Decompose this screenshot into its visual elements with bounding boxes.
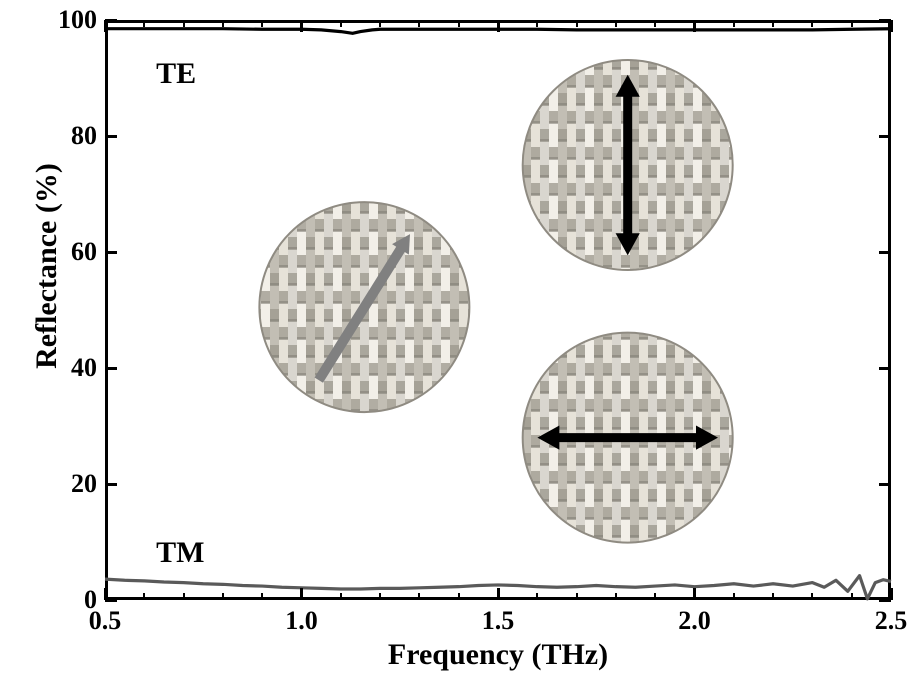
x-tick-minor	[222, 593, 224, 600]
x-tick-minor	[379, 593, 381, 600]
x-tick-minor	[733, 593, 735, 600]
inset-horizontal	[523, 333, 733, 543]
x-tick-minor-top	[340, 20, 342, 27]
y-tick-label: 80	[45, 121, 97, 151]
x-tick-label: 2.5	[869, 606, 913, 636]
inset-vertical	[523, 60, 733, 270]
y-tick-major	[105, 367, 117, 370]
x-tick-major-top	[693, 20, 696, 32]
series-label-TE: TE	[156, 57, 196, 91]
x-tick-major-top	[300, 20, 303, 32]
x-tick-minor	[654, 593, 656, 600]
x-tick-minor	[536, 593, 538, 600]
x-tick-minor	[261, 593, 263, 600]
y-tick-major-right	[879, 483, 891, 486]
x-tick-minor-top	[576, 20, 578, 27]
x-tick-major	[693, 588, 696, 600]
x-tick-minor-top	[811, 20, 813, 27]
y-tick-major-right	[879, 599, 891, 602]
y-tick-major	[105, 599, 117, 602]
x-tick-minor-top	[183, 20, 185, 27]
y-tick-major	[105, 19, 117, 22]
x-tick-minor-top	[418, 20, 420, 27]
x-tick-minor-top	[851, 20, 853, 27]
x-tick-minor	[143, 593, 145, 600]
x-tick-minor	[811, 593, 813, 600]
x-tick-minor	[576, 593, 578, 600]
x-tick-minor-top	[143, 20, 145, 27]
x-tick-major-top	[104, 20, 107, 32]
x-tick-minor	[772, 593, 774, 600]
x-tick-minor	[418, 593, 420, 600]
y-tick-major-right	[879, 19, 891, 22]
y-tick-label: 100	[45, 5, 97, 35]
x-tick-major-top	[497, 20, 500, 32]
x-tick-minor-top	[261, 20, 263, 27]
x-tick-label: 2.0	[673, 606, 717, 636]
y-tick-label: 20	[45, 469, 97, 499]
x-tick-major	[497, 588, 500, 600]
x-tick-minor-top	[536, 20, 538, 27]
x-axis-title: Frequency (THz)	[105, 638, 891, 672]
y-tick-major-right	[879, 367, 891, 370]
x-tick-minor	[458, 593, 460, 600]
x-tick-minor-top	[615, 20, 617, 27]
inset-diagonal	[259, 202, 469, 412]
x-tick-major	[300, 588, 303, 600]
x-tick-minor-top	[733, 20, 735, 27]
y-tick-label: 60	[45, 237, 97, 267]
x-tick-minor	[615, 593, 617, 600]
y-tick-major	[105, 483, 117, 486]
x-tick-minor-top	[458, 20, 460, 27]
x-tick-label: 1.0	[280, 606, 324, 636]
x-tick-minor-top	[222, 20, 224, 27]
x-tick-label: 1.5	[476, 606, 520, 636]
y-tick-label: 0	[45, 585, 97, 615]
x-tick-minor-top	[654, 20, 656, 27]
y-tick-label: 40	[45, 353, 97, 383]
y-tick-major-right	[879, 135, 891, 138]
x-tick-minor	[183, 593, 185, 600]
insets-layer	[0, 0, 913, 684]
x-tick-minor-top	[379, 20, 381, 27]
y-tick-major	[105, 135, 117, 138]
x-tick-minor	[851, 593, 853, 600]
x-tick-minor-top	[772, 20, 774, 27]
y-tick-major-right	[879, 251, 891, 254]
x-tick-minor	[340, 593, 342, 600]
x-tick-major-top	[890, 20, 893, 32]
figure-root: Frequency (THz) Reflectance (%) 0.51.01.…	[0, 0, 913, 684]
y-tick-major	[105, 251, 117, 254]
series-label-TM: TM	[156, 536, 204, 570]
